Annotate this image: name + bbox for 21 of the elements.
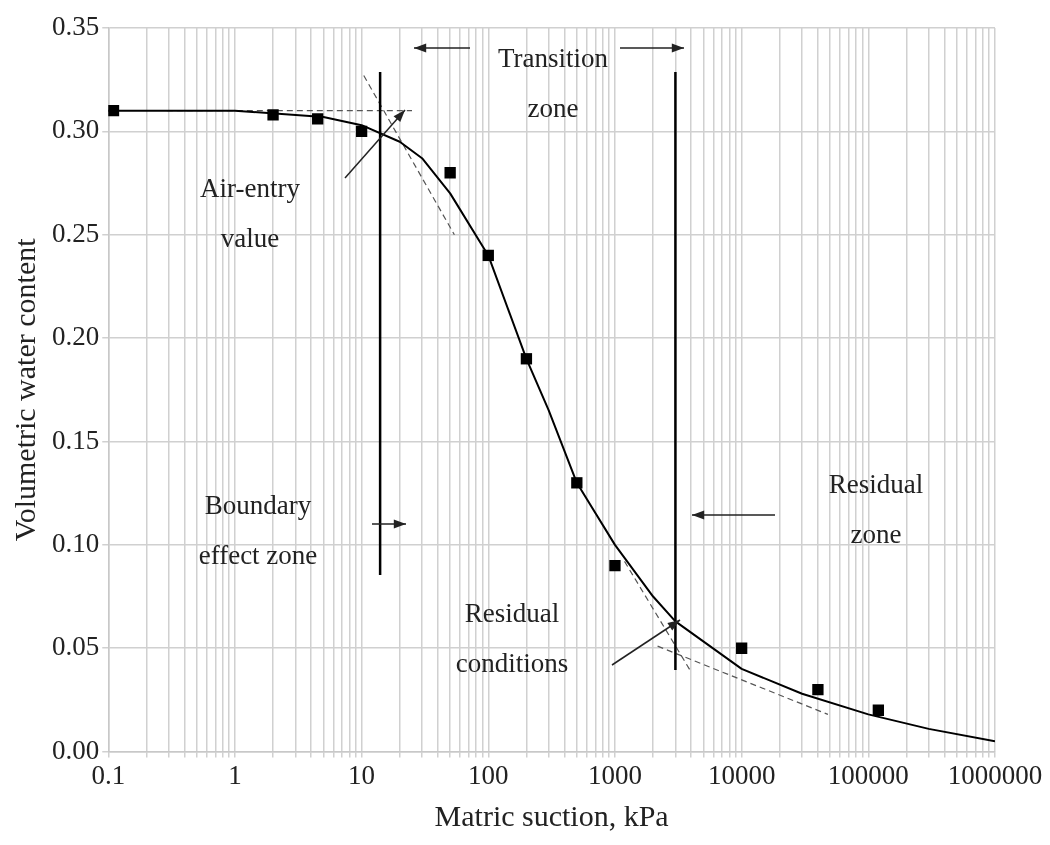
y-tick-label: 0.35	[52, 11, 100, 42]
annotation: Residual conditions	[455, 598, 569, 679]
x-tick-label: 1	[228, 759, 242, 790]
y-tick-label: 0.25	[52, 217, 100, 248]
annotation: Air-entry value	[200, 173, 301, 254]
x-tick-label: 1000000	[947, 759, 1043, 790]
x-tick-label: 100000	[827, 759, 909, 790]
x-tick-label: 10000	[707, 759, 776, 790]
y-tick-label: 0.15	[52, 424, 100, 455]
y-axis-title: Volumetric water content	[7, 237, 41, 542]
y-tick-label: 0.20	[52, 321, 100, 352]
y-tick-label: 0.05	[52, 631, 100, 662]
annotation: Residual zone	[828, 469, 924, 550]
annotation: Transition zone	[497, 43, 609, 124]
annotation: Boundary effect zone	[198, 490, 318, 571]
x-tick-label: 100	[468, 759, 509, 790]
x-tick-label: 1000	[587, 759, 642, 790]
y-tick-label: 0.30	[52, 114, 100, 145]
x-tick-label: 10	[348, 759, 376, 790]
x-axis-title: Matric suction, kPa	[434, 798, 669, 832]
y-tick-label: 0.10	[52, 527, 100, 558]
